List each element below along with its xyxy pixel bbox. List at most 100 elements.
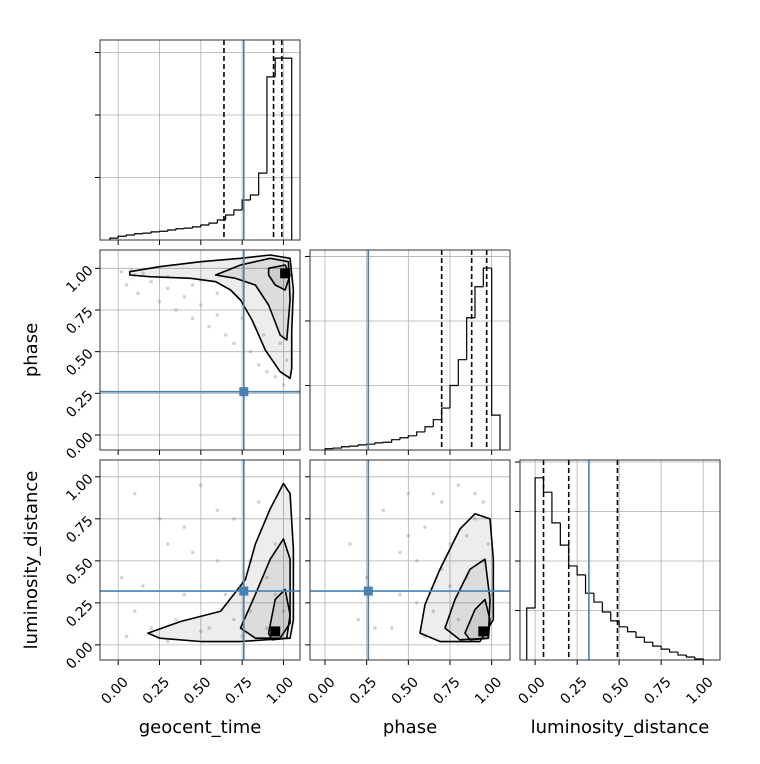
sample-point <box>232 341 236 346</box>
peak-marker <box>280 268 291 279</box>
histogram-step <box>474 286 484 318</box>
histogram-step <box>183 227 193 229</box>
histogram-step <box>618 620 628 628</box>
sample-point <box>207 626 211 630</box>
sample-point <box>431 609 436 614</box>
histogram-step <box>685 655 695 658</box>
sample-point <box>456 483 461 488</box>
sample-point <box>132 491 137 496</box>
sample-point <box>199 303 203 307</box>
sample-point <box>119 575 124 580</box>
contour <box>128 254 295 380</box>
sample-point <box>174 308 178 312</box>
sample-point <box>149 626 154 630</box>
sample-point <box>273 542 278 546</box>
sample-point <box>473 517 477 521</box>
truth-marker <box>363 586 373 596</box>
sample-point <box>165 639 170 644</box>
sample-point <box>256 363 261 367</box>
histogram-step <box>526 607 536 660</box>
sample-point <box>157 299 162 304</box>
sample-point <box>439 500 444 504</box>
histogram-step <box>677 652 687 656</box>
panel-frame <box>309 249 511 451</box>
histogram-step <box>551 492 561 524</box>
histogram-step <box>357 444 367 447</box>
sample-point <box>215 559 220 563</box>
sample-point <box>190 316 195 321</box>
sample-point <box>481 500 486 504</box>
sample-point <box>456 617 461 622</box>
histogram-step <box>534 477 544 609</box>
sample-point <box>431 491 436 496</box>
sample-point <box>215 508 220 513</box>
sample-point <box>448 584 452 588</box>
peak-marker <box>270 626 281 637</box>
histogram-step <box>225 214 234 220</box>
sample-point <box>190 550 195 555</box>
sample-point <box>373 626 377 630</box>
sample-point <box>284 358 289 362</box>
sample-point <box>265 369 269 374</box>
histogram-step <box>233 209 243 215</box>
sample-point <box>414 601 419 605</box>
panel-frame <box>519 459 721 661</box>
sample-point <box>174 617 178 622</box>
histogram-step <box>142 232 152 234</box>
histogram-step <box>249 194 259 200</box>
histogram-step <box>208 222 218 225</box>
peak-marker <box>478 626 489 637</box>
histogram-step <box>134 233 143 235</box>
histogram-step <box>175 228 185 230</box>
panel-frame <box>99 39 301 241</box>
sample-point <box>215 291 220 296</box>
histogram-step <box>366 443 375 445</box>
histogram-step <box>482 267 492 287</box>
sample-point <box>215 313 220 317</box>
histogram-step <box>382 441 392 443</box>
panel-frame <box>99 249 301 451</box>
histogram-step <box>441 407 450 420</box>
y-axis-label: luminosity_distance <box>21 471 42 650</box>
sample-point <box>248 609 253 614</box>
contour <box>444 558 491 641</box>
sample-point <box>414 559 419 563</box>
sample-point <box>464 533 469 538</box>
sample-point <box>207 324 211 329</box>
sample-point <box>398 592 402 597</box>
histogram-step <box>635 631 645 638</box>
sample-point <box>486 542 491 546</box>
histogram-step <box>274 57 284 77</box>
histogram-step <box>407 435 417 438</box>
panel-frame <box>99 459 301 661</box>
histogram-step <box>191 226 201 229</box>
histogram-step <box>626 626 636 633</box>
histogram-step <box>668 649 678 653</box>
sample-point <box>199 629 203 634</box>
sample-point <box>398 550 402 555</box>
histogram-step <box>416 431 425 436</box>
histogram-step <box>283 57 293 240</box>
histogram-step <box>258 172 267 195</box>
histogram-step <box>576 565 586 576</box>
sample-point <box>199 483 203 488</box>
sample-point <box>473 491 477 496</box>
sample-point <box>157 517 162 521</box>
histogram-step <box>266 76 276 174</box>
sample-point <box>406 533 411 538</box>
histogram-step <box>241 199 251 210</box>
sample-point <box>124 634 129 639</box>
histogram-step <box>491 268 501 450</box>
truth-marker <box>239 387 249 397</box>
histogram-step <box>424 426 434 432</box>
histogram-step <box>109 237 119 240</box>
histogram-step <box>601 602 611 613</box>
sample-point <box>406 491 411 496</box>
histogram-step <box>341 446 350 449</box>
histogram-step <box>449 384 459 409</box>
sample-point <box>223 333 228 337</box>
histogram-step <box>391 439 400 443</box>
sample-point <box>381 508 386 513</box>
histogram-step <box>457 359 467 386</box>
